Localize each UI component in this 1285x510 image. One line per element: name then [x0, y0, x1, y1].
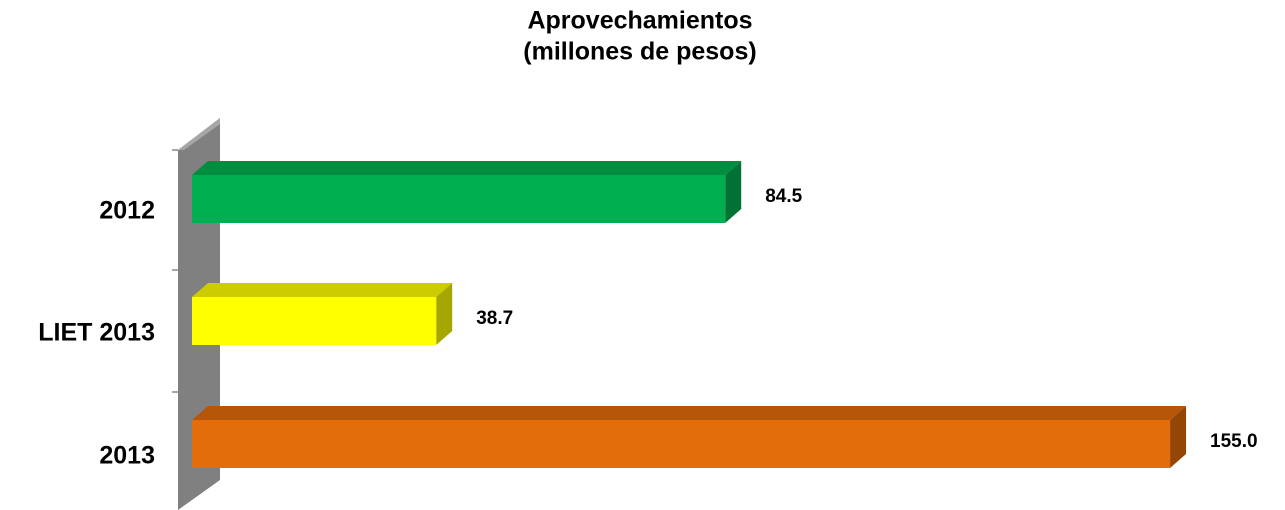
- value-label: 38.7: [476, 308, 513, 329]
- chart-title: Aprovechamientos: [527, 7, 752, 35]
- bar: [192, 175, 726, 223]
- axis-wall-edge: [178, 118, 220, 150]
- bar-side: [1170, 406, 1187, 468]
- bar: [192, 420, 1171, 468]
- bar-top: [192, 283, 453, 297]
- bar-top: [192, 406, 1187, 420]
- category-label: LIET 2013: [38, 319, 155, 347]
- value-label: 84.5: [765, 186, 802, 207]
- bar-top: [192, 161, 742, 175]
- axis-ticks: [172, 149, 178, 393]
- bar-side: [725, 161, 742, 223]
- bar-side: [436, 283, 453, 345]
- category-label: 2013: [99, 442, 155, 470]
- value-label: 155.0: [1210, 431, 1258, 452]
- chart-subtitle: (millones de pesos): [523, 38, 756, 66]
- category-label: 2012: [99, 197, 155, 225]
- bar: [192, 297, 437, 345]
